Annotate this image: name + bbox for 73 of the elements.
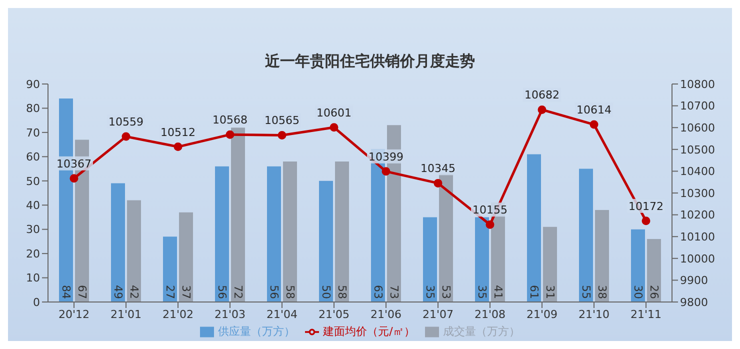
data-label: 61 [528, 285, 540, 299]
x-tick-label: 21'05 [318, 308, 350, 321]
y2-tick-label: 10600 [680, 122, 715, 135]
data-label: 56 [216, 285, 228, 299]
data-label: 38 [596, 285, 608, 299]
x-tick-label: 21'10 [578, 308, 610, 321]
data-label: 10367 [56, 157, 92, 170]
data-label: 50 [320, 285, 332, 299]
x-tick-label: 21'07 [422, 308, 454, 321]
data-label: 53 [440, 285, 452, 299]
y2-tick-label: 9900 [680, 274, 708, 288]
data-label: 10345 [420, 162, 456, 176]
data-label: 31 [544, 285, 556, 299]
y-tick-label: 90 [26, 78, 40, 91]
data-label: 84 [60, 285, 72, 299]
y-tick-label: 70 [26, 126, 40, 140]
legend-label: 建面均价（元/㎡） [323, 325, 415, 338]
legend-label: 供应量（万方） [218, 325, 296, 338]
x-tick-label: 21'08 [474, 308, 506, 321]
x-tick-label: 20'12 [58, 308, 90, 321]
data-label: 10155 [472, 204, 508, 217]
data-label: 30 [632, 285, 644, 299]
data-label: 10614 [576, 104, 612, 117]
y2-tick-label: 10800 [680, 78, 715, 91]
y2-tick-label: 10700 [680, 100, 715, 113]
data-label: 49 [112, 285, 124, 299]
data-label: 10512 [160, 126, 196, 139]
data-label: 42 [128, 285, 140, 299]
y-tick-label: 60 [26, 150, 40, 164]
data-label: 26 [648, 285, 660, 299]
data-label: 58 [284, 285, 296, 299]
data-label: 10565 [264, 114, 300, 128]
y2-tick-label: 10200 [680, 208, 715, 222]
y-tick-label: 10 [26, 272, 40, 285]
data-label: 35 [424, 285, 436, 299]
data-label: 63 [372, 285, 384, 299]
y-tick-label: 50 [26, 174, 40, 188]
data-label: 10172 [628, 200, 664, 213]
x-tick-label: 21'02 [162, 308, 194, 321]
data-label: 58 [336, 285, 348, 299]
x-tick-label: 21'11 [630, 308, 662, 321]
y-tick-label: 40 [26, 199, 40, 212]
data-label: 73 [388, 285, 400, 299]
data-label: 35 [476, 285, 488, 299]
data-label: 56 [268, 285, 280, 299]
x-tick-label: 21'04 [266, 308, 298, 321]
data-label: 55 [580, 285, 592, 299]
data-label: 10682 [524, 88, 560, 102]
y2-tick-label: 10300 [680, 186, 715, 200]
data-label: 37 [180, 285, 192, 299]
y2-tick-label: 10400 [680, 165, 715, 178]
data-label: 67 [76, 285, 88, 299]
data-label: 10568 [212, 114, 248, 127]
y-tick-label: 20 [26, 247, 40, 260]
y2-tick-label: 10500 [680, 143, 715, 156]
y-tick-label: 30 [26, 223, 40, 236]
x-tick-label: 21'03 [214, 308, 246, 321]
chart-title: 近一年贵阳住宅供销价月度走势 [264, 51, 476, 72]
data-label: 10601 [316, 106, 352, 120]
legend-label: 成交量（万方） [442, 325, 520, 338]
data-label: 27 [164, 285, 176, 299]
data-label: 10399 [368, 150, 404, 164]
x-tick-label: 21'01 [110, 308, 142, 321]
y2-tick-label: 10000 [680, 252, 715, 266]
y2-tick-label: 10100 [680, 230, 715, 244]
y-tick-label: 80 [26, 102, 40, 116]
x-tick-label: 21'06 [370, 308, 402, 321]
data-label: 41 [492, 285, 504, 299]
y2-tick-label: 9800 [680, 296, 708, 309]
data-label: 10559 [108, 116, 144, 129]
data-label: 72 [232, 285, 244, 299]
y-tick-label: 0 [33, 296, 40, 309]
x-tick-label: 21'09 [526, 308, 558, 321]
